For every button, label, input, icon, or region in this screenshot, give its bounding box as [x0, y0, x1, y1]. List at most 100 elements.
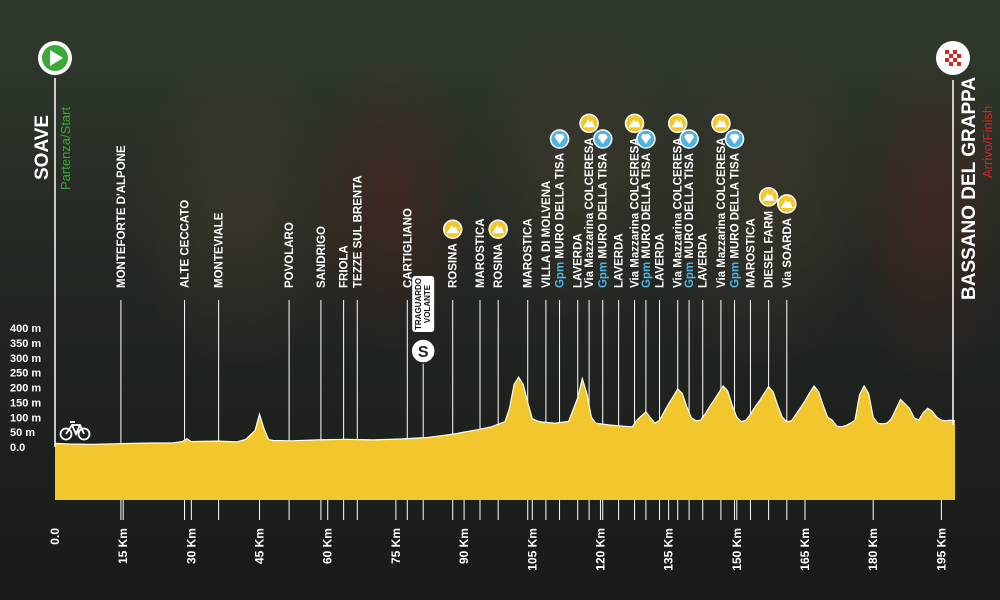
- waypoint-label: CARTIGLIANO: [402, 208, 414, 288]
- kom-mountain-icon: [624, 113, 645, 134]
- checker-cell: [957, 58, 961, 62]
- waypoint-label: POVOLARO: [284, 222, 296, 288]
- x-tick-label: 195 Km: [934, 528, 948, 571]
- y-tick-label: 150 m: [10, 397, 41, 409]
- checker-cell: [945, 50, 949, 54]
- y-tick-label: 200 m: [10, 383, 41, 395]
- checker-cell: [957, 62, 961, 66]
- sprint-label-box: [412, 276, 435, 332]
- finish-marker: BASSANO DEL GRAPPA Arrivo/Finish: [936, 41, 995, 425]
- x-tick-label: 105 Km: [525, 528, 539, 571]
- x-tick-label: 90 Km: [457, 528, 471, 564]
- waypoint-label: Gpm MURO DELLA TISA: [641, 153, 653, 288]
- checker-cell: [957, 50, 961, 54]
- waypoint-labels: MONTEFORTE D'ALPONE ALTE CECCATO MONTEVIAL…: [116, 137, 794, 288]
- x-tick-label: 150 Km: [730, 528, 744, 571]
- gpm-tag: Gpm: [730, 259, 742, 288]
- elevation-profile: [54, 375, 956, 500]
- y-tick-label: 250 m: [10, 368, 41, 380]
- kom-mountain-icon: [442, 219, 463, 240]
- checker-cell: [949, 62, 953, 66]
- kom-mountain-icon: [488, 219, 508, 240]
- gpm-diamond-icon: [636, 129, 656, 149]
- waypoint-label: MAROSTICA: [745, 218, 757, 288]
- waypoint-label: Via Mazzarina COLCERESA: [673, 137, 685, 288]
- checker-cell: [949, 50, 953, 54]
- waypoint-label: TEZZE SUL BRENTA: [352, 175, 364, 288]
- y-tick-label: 0.0: [10, 442, 25, 454]
- intermediate-sprint-marker: TRAGUARDO VOLANTE S: [410, 276, 436, 364]
- gpm-tag: Gpm: [555, 259, 567, 288]
- y-tick-label: 100 m: [10, 412, 41, 424]
- waypoint-label: Via SOARDA: [782, 218, 794, 288]
- waypoint-label: MAROSTICA: [523, 218, 535, 288]
- checker-cell: [953, 58, 957, 62]
- waypoint-label: Via Mazzarina COLCERESA: [630, 137, 642, 288]
- y-tick-label: 50 m: [10, 427, 35, 439]
- y-tick-label: 350 m: [10, 338, 41, 350]
- checker-cell: [949, 54, 953, 58]
- checker-cell: [953, 54, 957, 58]
- waypoint-label: FRIOLA: [339, 245, 351, 288]
- x-axis: 0.0 15 Km 30 Km 45 Km 60 Km 75 Km 90 Km 105 Km 1…: [48, 500, 948, 571]
- x-tick-label: 60 Km: [321, 528, 335, 564]
- waypoint-label: Gpm MURO DELLA TISA: [555, 153, 567, 288]
- checker-cell: [945, 58, 949, 62]
- x-tick-label: 15 Km: [116, 528, 130, 564]
- waypoint-label: Gpm MURO DELLA TISA: [730, 153, 742, 288]
- gpm-diamond-icon: [592, 129, 613, 149]
- waypoint-label: LAVERDA: [655, 233, 667, 288]
- waypoint-label: ALTE CECCATO: [180, 200, 192, 288]
- x-tick-label: 75 Km: [389, 528, 403, 564]
- waypoint-label: Gpm MURO DELLA TISA: [598, 153, 610, 288]
- start-name: SOAVE: [32, 115, 53, 180]
- x-tick-label: 165 Km: [798, 528, 812, 571]
- checker-cell: [953, 50, 957, 54]
- gpm-diamond-icon: [724, 129, 745, 149]
- kom-mountain-icon: [579, 113, 599, 134]
- checker-cell: [957, 54, 961, 58]
- waypoint-label: MAROSTICA: [475, 218, 487, 288]
- checker-cell: [945, 62, 949, 66]
- checkered-flag-icon: [945, 50, 961, 66]
- checker-cell: [949, 58, 953, 62]
- sprint-label-line2: VOLANTE: [423, 284, 432, 323]
- x-tick-label: 135 Km: [662, 528, 676, 571]
- y-axis: 0.0 50 m 100 m 150 m 200 m 250 m 300 m 350 m 400…: [10, 323, 41, 454]
- play-icon: [50, 50, 63, 66]
- waypoint-label: Via Mazzarina COLCERESA: [716, 137, 728, 288]
- waypoint-label: LAVERDA: [698, 233, 710, 288]
- sprint-s-glyph: S: [418, 344, 429, 361]
- kom-icons: [442, 113, 797, 240]
- finish-subtitle: Arrivo/Finish: [980, 106, 995, 178]
- kom-mountain-icon: [777, 194, 797, 214]
- x-tick-label: 30 Km: [184, 528, 198, 564]
- y-tick-label: 400 m: [10, 323, 41, 335]
- x-tick-label: 180 Km: [866, 528, 880, 571]
- gpm-tag: Gpm: [684, 259, 696, 288]
- kom-mountain-icon: [667, 113, 688, 134]
- checker-cell: [953, 62, 957, 66]
- gpm-diamond-icon: [679, 129, 699, 149]
- gpm-tag: Gpm: [598, 259, 610, 288]
- y-tick-label: 300 m: [10, 353, 41, 365]
- profile-area: [55, 377, 955, 500]
- finish-name: BASSANO DEL GRAPPA: [959, 77, 980, 300]
- waypoint-label: LAVERDA: [573, 233, 585, 288]
- gpm-tag: Gpm: [641, 259, 653, 288]
- kom-mountain-icon: [758, 187, 779, 207]
- sprint-icon: [410, 338, 436, 364]
- kom-mountain-icon: [711, 113, 731, 134]
- waypoint-label: ROSINA: [448, 243, 460, 288]
- waypoint-label: MONTEFORTE D'ALPONE: [116, 145, 128, 288]
- waypoint-label: ROSINA: [493, 243, 505, 288]
- waypoint-label: SANDRIGO: [316, 226, 328, 288]
- x-tick-label: 45 Km: [253, 528, 267, 564]
- waypoint-label: Via Mazzarina COLCERESA: [584, 137, 596, 288]
- checker-cell: [945, 54, 949, 58]
- waypoint-label: DIESEL FARM: [764, 211, 776, 288]
- waypoint-label: VILLA DI MOLVENA: [541, 181, 553, 288]
- bike-icon: [59, 421, 91, 441]
